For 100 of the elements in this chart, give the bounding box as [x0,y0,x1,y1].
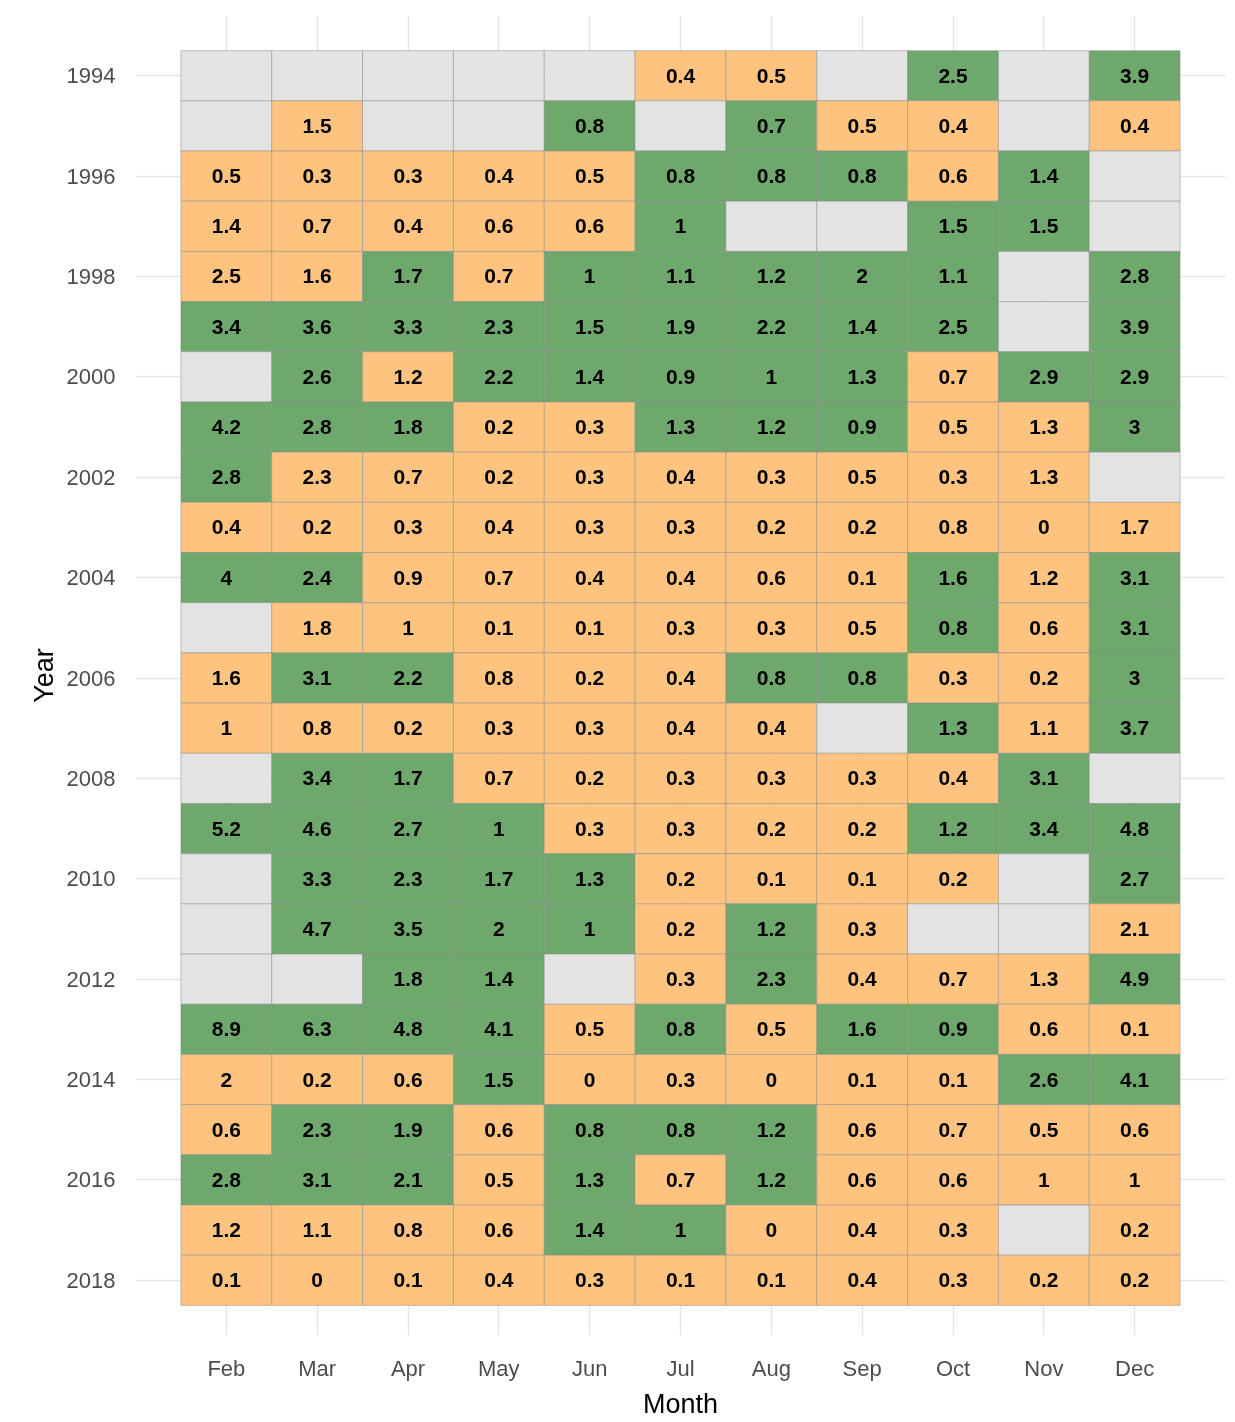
data-label: 0.3 [756,465,786,489]
data-label: 4.9 [1120,967,1150,991]
data-label: 0.6 [575,214,605,238]
data-label: 1.7 [1120,515,1150,539]
data-label: 0.2 [1120,1268,1150,1292]
x-axis-title: Month [642,1388,719,1419]
data-label: 0.2 [575,666,605,690]
data-label: 0.2 [938,866,968,890]
data-label: 2 [856,264,869,288]
data-label: 0.5 [756,63,787,87]
data-label: 0.2 [665,916,696,940]
data-label: 0.7 [484,766,514,790]
data-label: 1.4 [484,967,514,991]
data-label: 0.3 [938,1268,968,1292]
y-tick-label: 2018 [66,1267,116,1293]
data-label: 0 [765,1218,778,1242]
data-label: 2.1 [393,1167,423,1191]
data-label: 0.4 [1120,113,1150,137]
data-label: 3.9 [1120,63,1150,87]
data-label: 0.4 [484,515,514,539]
data-label: 0.4 [211,515,242,539]
data-label: 3 [1128,415,1141,439]
data-label: 0.8 [575,113,605,137]
data-label: 0.6 [484,1218,514,1242]
data-label: 0.1 [393,1268,423,1292]
y-tick-label: 2014 [66,1067,116,1093]
data-label: 0.3 [938,465,968,489]
data-label: 3.3 [393,314,423,338]
data-label: 3.4 [302,766,333,790]
data-label: 0.5 [211,164,242,188]
data-label: 1 [1128,1167,1141,1191]
data-label: 3.3 [302,866,332,890]
data-label: 1.5 [938,214,968,238]
data-label: 0.3 [847,766,877,790]
data-label: 0.3 [756,766,786,790]
data-label: 0.1 [484,615,514,639]
data-label: 1.3 [575,1167,605,1191]
data-label: 2.2 [393,666,423,690]
data-label: 1.3 [1029,465,1059,489]
data-label: 0.6 [847,1167,877,1191]
data-label: 1.8 [393,415,423,439]
data-label: 4.8 [393,1017,423,1041]
data-label: 4.6 [302,816,332,840]
data-label: 0.2 [302,1067,332,1091]
x-tick-label: Nov [1024,1355,1064,1381]
data-label: 0.4 [484,164,514,188]
x-tick-label: Mar [298,1355,337,1381]
data-label: 0.3 [665,766,696,790]
x-tick-label: May [478,1355,520,1381]
data-label: 1 [674,214,687,238]
data-label: 0.5 [847,465,878,489]
data-label: 1.2 [756,1117,786,1141]
data-label: 2.8 [302,415,333,439]
data-label: 0.2 [756,816,786,840]
data-label: 2.3 [393,866,423,890]
data-label: 0 [765,1067,778,1091]
data-label: 0.4 [484,1268,514,1292]
data-label: 1.3 [665,415,696,439]
data-label: 0.7 [484,264,514,288]
data-label: 0.1 [847,866,878,890]
x-tick-label: Apr [390,1355,426,1381]
y-axis-title: Year [28,648,59,703]
data-label: 0.5 [847,113,878,137]
data-label: 0.8 [302,716,333,740]
data-label: 5.2 [211,816,241,840]
data-label: 1.7 [484,866,514,890]
data-label: 1.7 [393,766,423,790]
data-label: 1.1 [1029,716,1059,740]
data-label: 0.4 [665,666,696,690]
data-label: 0.1 [756,1268,787,1292]
data-label: 3 [1128,666,1141,690]
data-label: 0.7 [756,113,786,137]
data-label: 4.2 [211,415,241,439]
data-label: 0.8 [484,666,514,690]
data-label: 1.2 [756,1167,786,1191]
data-label: 0.6 [756,565,786,589]
data-label: 0.4 [665,565,696,589]
y-tick-label: 2016 [66,1167,116,1193]
data-label: 1.2 [211,1218,241,1242]
data-label: 0 [1037,515,1050,539]
data-label: 1.4 [575,1218,605,1242]
data-label: 1.4 [575,364,605,388]
y-tick-label: 2008 [66,765,116,791]
data-label: 0.4 [847,1218,878,1242]
y-tick-label: 2004 [66,565,116,591]
x-tick-label: Jun [571,1355,608,1381]
data-label: 1.4 [847,314,878,338]
data-label: 0.4 [665,716,696,740]
data-label: 2.9 [1120,364,1150,388]
data-label: 0.2 [1029,666,1059,690]
data-label: 2.6 [1029,1067,1059,1091]
data-label: 0.3 [575,415,605,439]
data-label: 0.1 [575,615,605,639]
data-label: 0.2 [847,816,877,840]
data-label: 1.4 [211,214,242,238]
data-label: 2.8 [211,1167,242,1191]
data-label: 0.8 [938,515,968,539]
data-label: 0 [583,1067,596,1091]
data-label: 0.8 [665,164,696,188]
data-label: 0.6 [484,214,514,238]
